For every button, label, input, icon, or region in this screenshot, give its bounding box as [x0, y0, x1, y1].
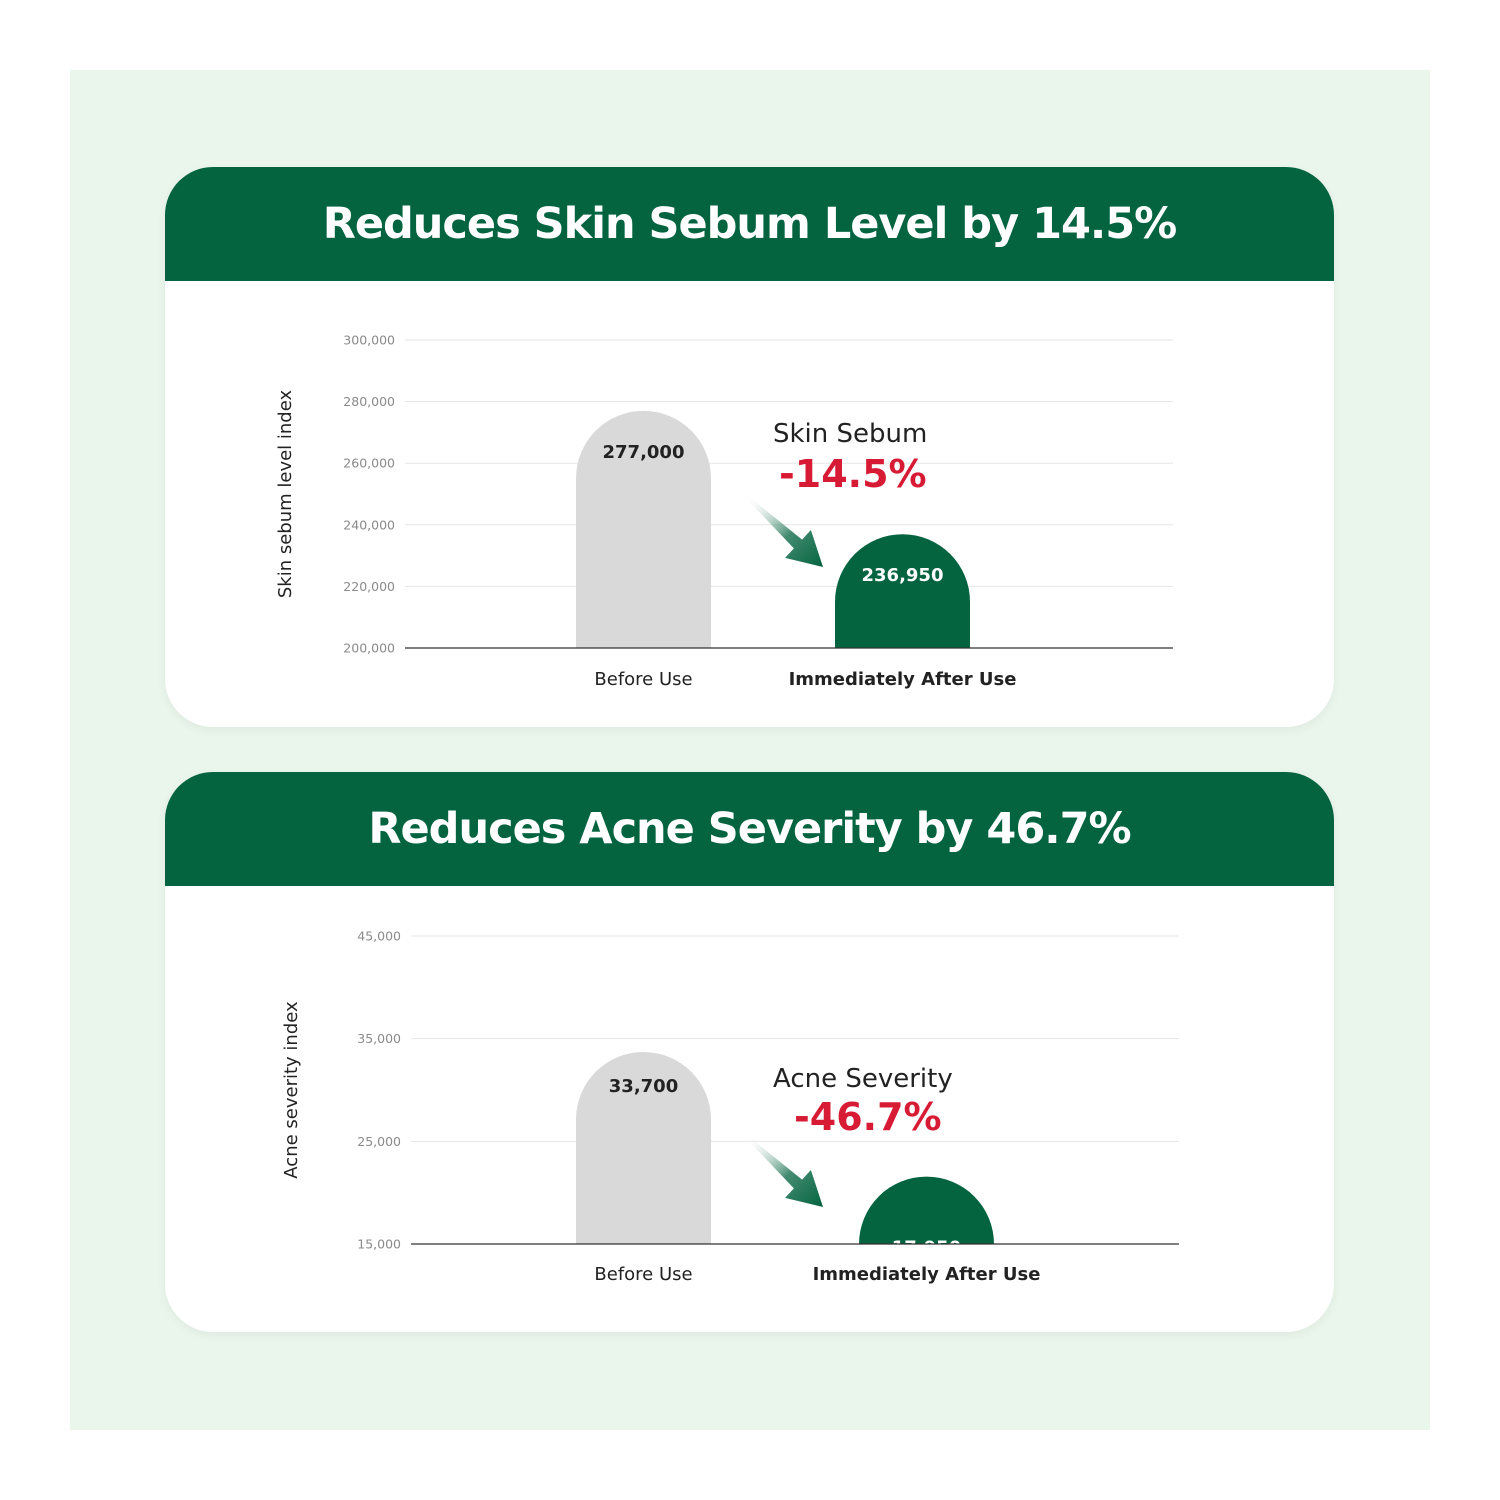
y-tick-label: 280,000 [343, 394, 395, 409]
y-tick-label: 35,000 [357, 1031, 401, 1046]
y-axis-label: Skin sebum level index [275, 390, 296, 599]
bar-after-use [859, 1176, 994, 1244]
bar-after-use [835, 534, 970, 648]
bar-value-label: 236,950 [862, 565, 944, 586]
acne-chart-card: 45,000 35,000 25,000 15,000 Acne severity in… [165, 772, 1334, 1332]
acne-card-header: Reduces Acne Severity by 46.7% [165, 772, 1334, 886]
annotation-change: -46.7% [794, 1095, 942, 1139]
bar-value-label: 277,000 [603, 442, 685, 463]
sebum-card-header: Reduces Skin Sebum Level by 14.5% [165, 167, 1334, 281]
sebum-chart-card: 300,000 280,000 260,000 240,000 220,000 200,0… [165, 167, 1334, 727]
decrease-arrow-icon [746, 1135, 823, 1207]
y-tick-label: 220,000 [343, 579, 395, 594]
x-category-label: Immediately After Use [813, 1264, 1041, 1285]
sebum-chart: 300,000 280,000 260,000 240,000 220,000 200,0… [275, 333, 1173, 690]
y-tick-label: 45,000 [357, 929, 401, 944]
annotation-change: -14.5% [779, 452, 927, 496]
y-tick-label: 260,000 [343, 456, 395, 471]
decrease-arrow-icon [746, 495, 823, 567]
y-tick-label: 240,000 [343, 517, 395, 532]
bar-value-label: 33,700 [609, 1076, 678, 1097]
y-tick-label: 200,000 [343, 641, 395, 656]
annotation-label: Acne Severity [773, 1064, 953, 1094]
x-category-label: Immediately After Use [789, 669, 1017, 690]
y-axis-label: Acne severity index [281, 1001, 302, 1179]
y-tick-label: 15,000 [357, 1237, 401, 1252]
y-tick-label: 300,000 [343, 333, 395, 348]
y-tick-label: 25,000 [357, 1134, 401, 1149]
bar-value-label: 17,950 [892, 1238, 961, 1259]
bar-before-use [576, 410, 711, 648]
acne-chart: 45,000 35,000 25,000 15,000 Acne severity in… [281, 929, 1179, 1285]
bar-before-use [576, 1052, 711, 1244]
x-category-label: Before Use [594, 1264, 692, 1285]
acne-chart-title: Reduces Acne Severity by 46.7% [368, 804, 1131, 854]
annotation-label: Skin Sebum [773, 419, 927, 449]
x-category-label: Before Use [594, 669, 692, 690]
sebum-chart-title: Reduces Skin Sebum Level by 14.5% [322, 199, 1177, 249]
